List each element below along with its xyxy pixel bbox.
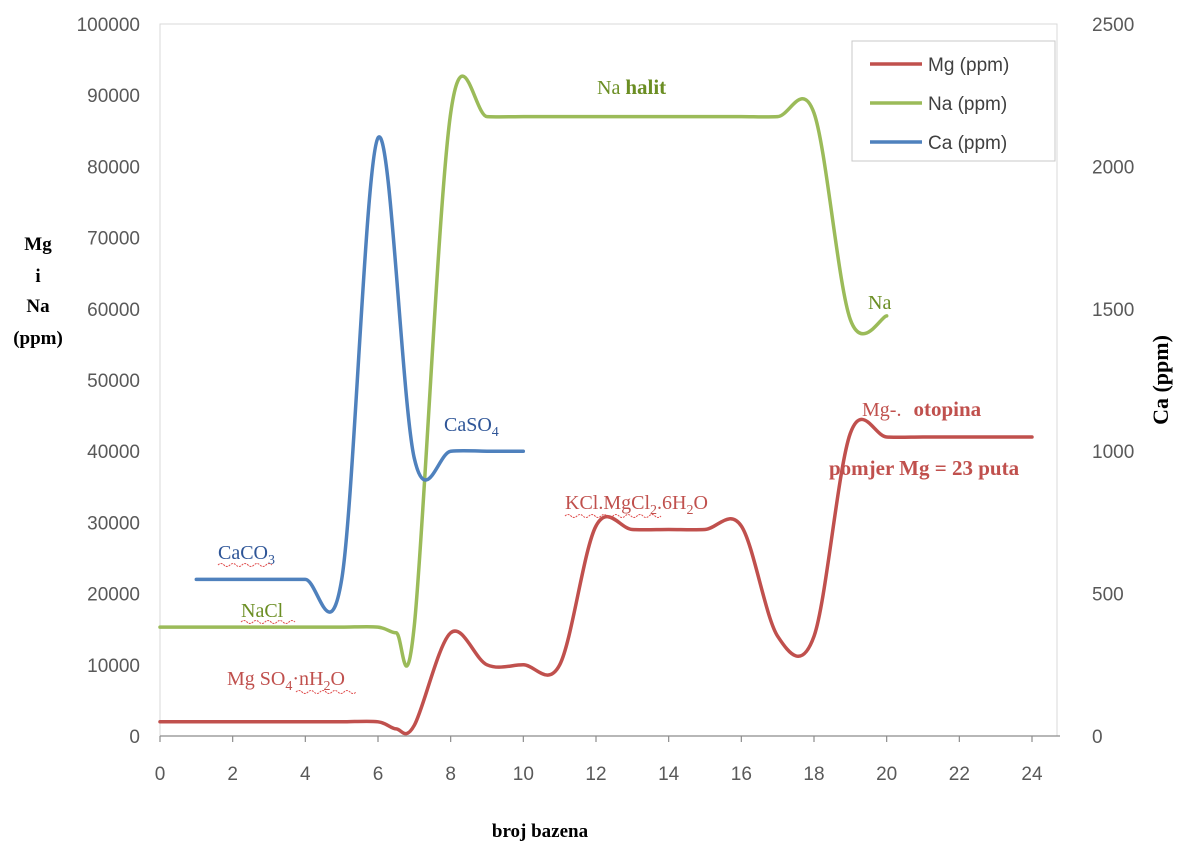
x-tick-label: 20 <box>876 764 897 785</box>
annotation-caso4-text: CaSO <box>444 414 492 436</box>
annotation-na-halit-text: Na <box>597 77 620 99</box>
annotation-caco3: CaCO3 <box>218 542 275 568</box>
x-tick-label: 2 <box>227 764 238 785</box>
annotation-kcl-sub2: 2 <box>686 503 693 518</box>
annotation-kcl-text3: O <box>693 492 707 514</box>
y-left-tick-label: 70000 <box>87 229 140 250</box>
y-left-tick-label: 0 <box>129 727 140 748</box>
y-left-tick-label: 60000 <box>87 300 140 321</box>
spellcheck-underline <box>240 620 296 624</box>
y-right-tick-label: 1000 <box>1092 442 1134 463</box>
y-left-tick-label: 30000 <box>87 513 140 534</box>
x-tick-label: 18 <box>803 764 824 785</box>
y-left-tick-label: 50000 <box>87 371 140 392</box>
y-left-label-line-2: i <box>35 266 40 287</box>
annotations: Na halit Na CaCO3 CaSO4 NaCl Mg SO4·nH2O … <box>217 75 1020 694</box>
legend-label-na: Na (ppm) <box>928 94 1007 115</box>
annotation-mgso4: Mg SO4·nH2O <box>227 668 345 694</box>
y-left-tick-label: 10000 <box>87 656 140 677</box>
x-tick-label: 14 <box>658 764 680 785</box>
annotation-mgso4-text3: O <box>330 668 344 690</box>
x-tick-label: 16 <box>731 764 752 785</box>
series-line-ca <box>194 135 526 614</box>
y-right-tick-label: 0 <box>1092 727 1103 748</box>
spellcheck-underline <box>564 514 662 518</box>
x-tick-label: 0 <box>155 764 166 785</box>
annotation-caso4-sub: 4 <box>492 425 499 440</box>
annotation-caso4: CaSO4 <box>444 414 499 440</box>
legend-label-ca: Ca (ppm) <box>928 133 1007 154</box>
annotation-na: Na <box>868 292 891 314</box>
y-left-label-line-1: Mg <box>24 234 52 255</box>
y-right-axis-ticks: 0 500 1000 1500 2000 2500 <box>1092 15 1134 748</box>
annotation-mg-otopina-bold: otopina <box>913 397 981 421</box>
annotation-mg-otopina-text: Mg-. <box>862 399 901 421</box>
x-tick-label: 12 <box>585 764 606 785</box>
y-left-label-line-3: Na <box>26 296 50 317</box>
annotation-na-halit: Na halit <box>597 75 666 99</box>
y-left-tick-label: 20000 <box>87 585 140 606</box>
spellcheck-underline <box>217 563 273 567</box>
y-right-tick-label: 1500 <box>1092 300 1134 321</box>
series-lines <box>158 74 1034 736</box>
annotation-na-halit-bold: halit <box>625 75 666 99</box>
annotation-mgso4-sub: 4 <box>285 679 292 694</box>
annotation-kcl-sub: 2 <box>650 503 657 518</box>
x-tick-label: 8 <box>445 764 456 785</box>
y-right-axis-label: Ca (ppm) <box>1148 335 1173 425</box>
y-left-axis-label: Mg i Na (ppm) <box>13 234 63 349</box>
spellcheck-underline <box>295 690 357 694</box>
annotation-mgso4-text2: ·nH <box>292 668 323 690</box>
x-axis-ticks: 0 2 4 6 8 10 12 14 16 18 20 22 24 <box>155 736 1043 785</box>
y-left-axis-ticks: 0 10000 20000 30000 40000 50000 60000 70000 8000… <box>77 15 140 748</box>
legend-label-mg: Mg (ppm) <box>928 55 1009 76</box>
annotation-mgso4-text: Mg SO <box>227 668 285 690</box>
y-right-tick-label: 2000 <box>1092 157 1134 178</box>
x-tick-label: 22 <box>949 764 970 785</box>
annotation-caco3-text: CaCO <box>218 542 268 564</box>
annotation-mgso4-sub2: 2 <box>323 679 330 694</box>
annotation-nacl: NaCl <box>241 600 284 622</box>
x-tick-label: 4 <box>300 764 311 785</box>
annotation-mg-otopina: Mg-. otopina <box>862 397 982 421</box>
x-tick-label: 10 <box>513 764 534 785</box>
annotation-kcl-text: KCl.MgCl <box>565 492 650 514</box>
y-right-tick-label: 2500 <box>1092 15 1134 36</box>
annotation-kcl-mgcl2: KCl.MgCl2.6H2O <box>565 492 708 518</box>
y-left-tick-label: 40000 <box>87 442 140 463</box>
x-tick-label: 24 <box>1021 764 1043 785</box>
y-left-label-line-4: (ppm) <box>13 328 63 349</box>
x-axis-label: broj bazena <box>492 821 589 842</box>
y-right-tick-label: 500 <box>1092 585 1124 606</box>
series-line-na <box>158 74 889 668</box>
y-left-tick-label: 80000 <box>87 157 140 178</box>
y-left-tick-label: 100000 <box>77 15 140 36</box>
annotation-pomjer: pomjer Mg = 23 puta <box>829 456 1020 480</box>
y-left-tick-label: 90000 <box>87 86 140 107</box>
legend: Mg (ppm) Na (ppm) Ca (ppm) <box>851 40 1056 162</box>
annotation-kcl-text2: .6H <box>657 492 686 514</box>
annotation-caco3-sub: 3 <box>268 553 275 568</box>
x-tick-label: 6 <box>373 764 384 785</box>
series-line-mg <box>158 417 1034 736</box>
